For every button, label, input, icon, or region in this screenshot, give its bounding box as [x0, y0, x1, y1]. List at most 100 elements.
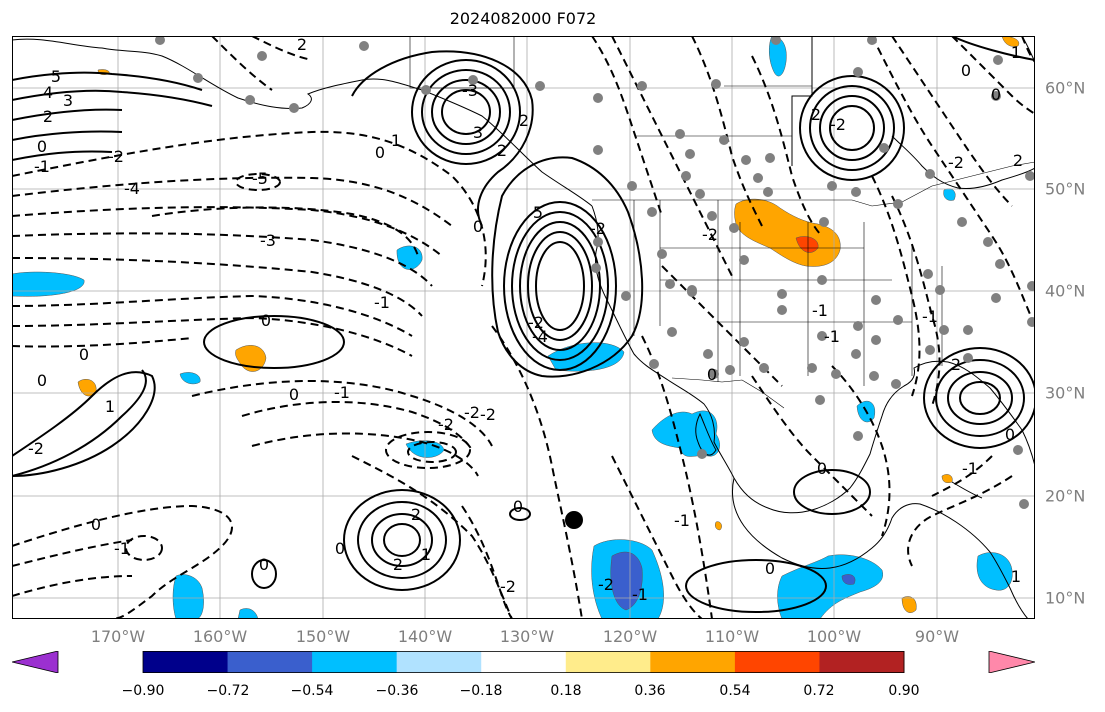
- latitude-label: 10°N: [1045, 588, 1086, 608]
- colorbar-cell: [565, 651, 651, 673]
- contour-label: -2: [108, 147, 124, 166]
- colorbar: [12, 651, 1035, 673]
- solid-contours: [12, 36, 1035, 613]
- contour-label: -5: [252, 169, 268, 188]
- dashed-contours: [12, 36, 1035, 619]
- colorbar-outline: [142, 651, 905, 673]
- contour-label: 1: [1011, 43, 1021, 62]
- contour-label: 2: [43, 107, 53, 126]
- colorbar-cell: [312, 651, 398, 673]
- contour-label: -2: [438, 415, 454, 434]
- contour-label: 0: [707, 365, 717, 384]
- contour-label: 0: [79, 345, 89, 364]
- contour-label: 0: [1005, 425, 1015, 444]
- negative-shade-region: [179, 372, 201, 385]
- colorbar-tick-label: −0.90: [121, 683, 165, 699]
- negative-shade-region: [976, 552, 1013, 591]
- contour-label: -2: [28, 439, 44, 458]
- contour-label: -2: [830, 115, 846, 134]
- gridlines: [12, 36, 1035, 619]
- contour-label: -1: [824, 327, 840, 346]
- negative-shade-region: [172, 574, 204, 619]
- colorbar-cell: [227, 651, 313, 673]
- contour-label: 0: [817, 459, 827, 478]
- contour-label: 0: [261, 311, 271, 330]
- colorbar-cell: [481, 651, 567, 673]
- contour-label: 2: [411, 505, 421, 524]
- contour-label: -1: [962, 459, 978, 478]
- contour-label: -4: [124, 179, 140, 198]
- contour-label: 1: [421, 545, 431, 564]
- contour-label: 0: [37, 137, 47, 156]
- colorbar-tick-label: 0.36: [634, 683, 666, 699]
- longitude-label: 160°W: [192, 627, 248, 646]
- contour-label: 2: [951, 355, 961, 374]
- contour-label: -1: [34, 157, 50, 176]
- contour-label: 2: [497, 141, 507, 160]
- contour-label: -1: [632, 585, 648, 604]
- contour-label: 0: [991, 85, 1001, 104]
- station-markers: [155, 36, 1035, 509]
- negative-shade-region: [943, 188, 956, 201]
- positive-shade-region: [941, 474, 953, 483]
- colorbar-tick-label: −0.36: [375, 683, 419, 699]
- map-frame: [12, 36, 1035, 619]
- colorbar-tick-label: 0.72: [803, 683, 835, 699]
- longitude-label: 130°W: [499, 627, 555, 646]
- contour-label: 1: [1011, 567, 1021, 586]
- latitude-label: 30°N: [1045, 383, 1086, 403]
- contour-label: -2: [464, 403, 480, 422]
- contour-label: 0: [513, 497, 523, 516]
- contour-label: -2: [702, 225, 718, 244]
- colorbar-tick-label: −0.54: [290, 683, 334, 699]
- contour-label: -3: [260, 231, 276, 250]
- contour-label: 1: [105, 397, 115, 416]
- colorbar-cell: [143, 651, 229, 673]
- negative-shade-region: [651, 410, 720, 457]
- negative-shade-region: [237, 608, 259, 619]
- latitude-label: 60°N: [1045, 78, 1086, 98]
- contour-label: -2: [528, 313, 544, 332]
- contour-label: -2: [590, 219, 606, 238]
- contour-label: -4: [532, 327, 548, 346]
- contour-label: 0: [37, 371, 47, 390]
- positive-shade-region: [734, 198, 841, 267]
- longitude-label: 100°W: [806, 627, 862, 646]
- map-title: 2024082000 F072: [449, 9, 597, 28]
- contour-label: 2: [393, 555, 403, 574]
- contour-label: -2: [948, 153, 964, 172]
- contour-label: -1: [812, 301, 828, 320]
- colorbar-cell: [650, 651, 736, 673]
- contour-label: 3: [63, 91, 73, 110]
- contour-label: -1: [922, 307, 938, 326]
- negative-shade-region: [610, 551, 643, 611]
- longitude-label: 120°W: [602, 627, 658, 646]
- negative-shade-region: [396, 245, 423, 270]
- contour-label: -1: [374, 293, 390, 312]
- positive-shade-region: [1001, 36, 1020, 47]
- storm-center-marker: [565, 511, 583, 529]
- political-borders: [409, 36, 1035, 409]
- colorbar-cell: [819, 651, 905, 673]
- contour-label: 0: [473, 217, 483, 236]
- latitude-label: 20°N: [1045, 486, 1086, 506]
- contour-label: 2: [1013, 151, 1023, 170]
- contour-label: 0: [765, 559, 775, 578]
- contour-label: 2: [519, 111, 529, 130]
- contour-label: 0: [289, 385, 299, 404]
- contour-label: 2: [811, 105, 821, 124]
- contour-label: -2: [480, 405, 496, 424]
- negative-shade-region: [777, 554, 884, 619]
- contour-label: -2: [598, 575, 614, 594]
- longitude-label: 170°W: [90, 627, 146, 646]
- contour-label: -3: [462, 81, 478, 100]
- longitude-label: 110°W: [704, 627, 760, 646]
- contour-label: 2: [297, 36, 307, 54]
- contour-labels: 5 4 3 2 0 -1 -2 -3 -4 -5 3 2 1 0 -3 5 2 …: [28, 36, 1023, 604]
- contour-label: 5: [533, 203, 543, 222]
- map-panel: 5 4 3 2 0 -1 -2 -3 -4 -5 3 2 1 0 -3 5 2 …: [12, 36, 1035, 619]
- colorbar-tick-label: 0.90: [888, 683, 920, 699]
- longitude-label: 140°W: [397, 627, 453, 646]
- contour-label: 1: [391, 131, 401, 150]
- colorbar-tick-label: 0.18: [550, 683, 582, 699]
